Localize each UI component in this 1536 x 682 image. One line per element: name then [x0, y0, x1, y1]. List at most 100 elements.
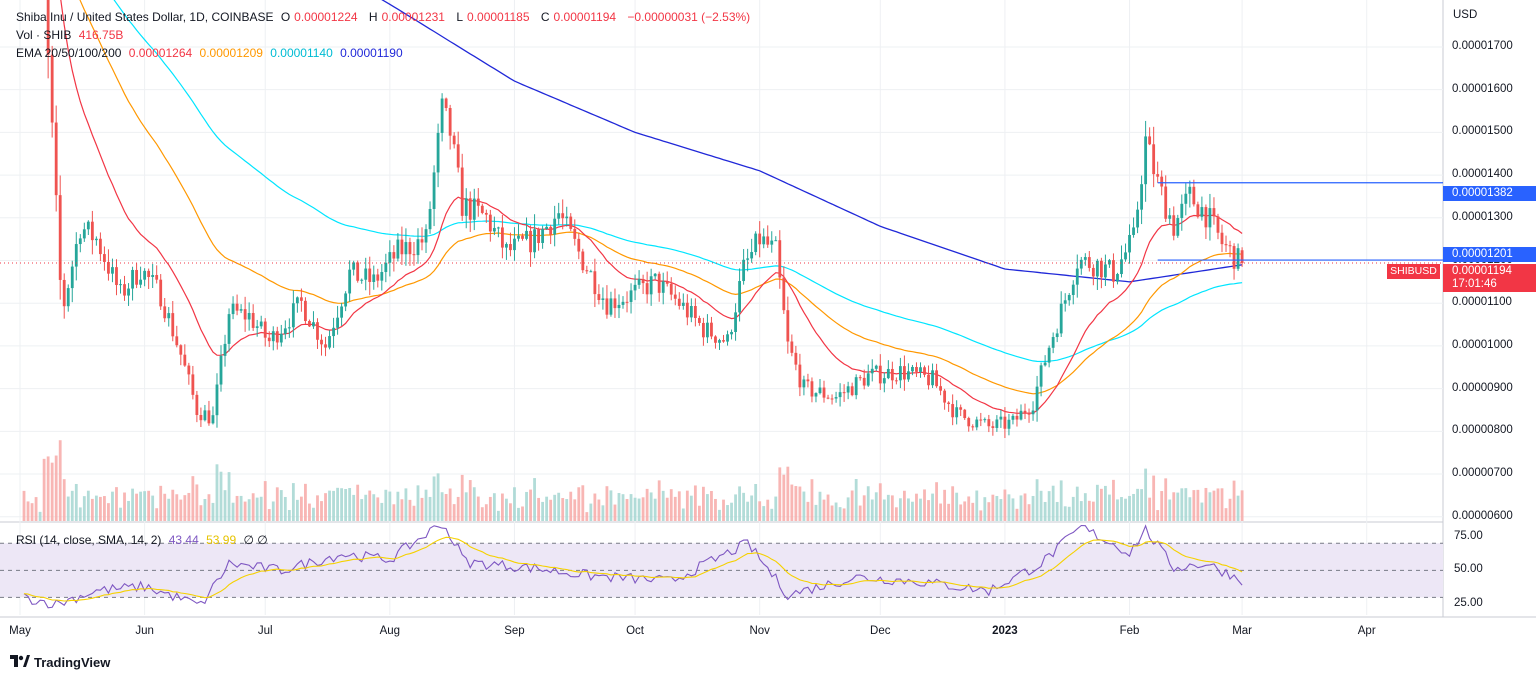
candle-body	[239, 309, 243, 311]
candle-body	[171, 313, 175, 337]
candle-body	[428, 208, 432, 230]
candle-body	[191, 374, 195, 395]
volume-bar	[951, 486, 955, 521]
volume-bar	[1047, 491, 1051, 521]
volume-bar	[171, 489, 175, 521]
volume-bar	[878, 483, 882, 521]
volume-bar	[480, 507, 484, 521]
volume-bar	[1180, 488, 1184, 521]
volume-bar	[605, 486, 609, 521]
candle-body	[1192, 186, 1196, 205]
volume-bar	[983, 497, 987, 521]
volume-bar	[86, 490, 90, 521]
candle-body	[581, 251, 585, 271]
volume-bar	[1160, 491, 1164, 521]
candle-body	[404, 242, 408, 255]
volume-bar	[1176, 492, 1180, 521]
candle-body	[90, 221, 94, 241]
candle-body	[496, 227, 500, 229]
price-tick-label: 0.00001700	[1452, 39, 1513, 52]
candle-body	[907, 371, 910, 380]
volume-bar	[400, 499, 404, 521]
volume-bar	[312, 507, 315, 521]
time-tick-label: May	[9, 625, 31, 637]
candle-body	[842, 392, 846, 394]
price-tick-label: 0.00000700	[1452, 467, 1513, 480]
volume-bar	[758, 501, 762, 521]
price-pane	[46, 0, 1244, 439]
candle-body	[641, 279, 645, 284]
candle-body	[898, 366, 902, 381]
candle-body	[368, 268, 372, 282]
candle-body	[653, 273, 657, 277]
candle-body	[1035, 386, 1039, 411]
candle-body	[46, 0, 50, 55]
ema100-value: 0.00001140	[270, 46, 333, 60]
volume-bar	[34, 497, 38, 521]
candle-body	[107, 261, 110, 274]
volume-bar	[778, 467, 782, 521]
price-tick-label: 0.00001600	[1452, 82, 1513, 95]
candle-body	[923, 367, 926, 375]
candle-body	[1232, 246, 1236, 269]
volume-bar	[235, 495, 239, 521]
candle-body	[754, 233, 758, 253]
volume-bar	[1212, 490, 1216, 521]
volume-bar	[1120, 497, 1123, 521]
candle-body	[726, 334, 729, 342]
volume-bar	[1188, 497, 1192, 521]
volume-bar	[1015, 508, 1019, 521]
candle-body	[219, 355, 223, 385]
volume-bar	[581, 485, 585, 521]
volume-bar	[1019, 495, 1023, 521]
candle-body	[758, 233, 762, 245]
time-tick-label: Aug	[379, 625, 401, 637]
candle-body	[541, 228, 545, 243]
candle-body	[324, 344, 327, 348]
candle-body	[617, 304, 621, 309]
volume-bar	[1027, 504, 1031, 521]
volume-bar	[1200, 502, 1204, 521]
tradingview-logo[interactable]: TradingView	[10, 655, 110, 670]
candle-body	[778, 240, 782, 278]
candle-body	[1176, 218, 1180, 236]
candle-body	[919, 367, 922, 372]
candle-body	[247, 312, 251, 320]
candle-body	[991, 426, 995, 428]
candle-body	[1112, 260, 1115, 282]
candle-body	[231, 303, 235, 315]
candle-body	[115, 267, 118, 286]
volume-bar	[750, 495, 754, 521]
candle-body	[396, 239, 400, 259]
volume-bar	[862, 495, 866, 521]
ema20-line	[60, 0, 1243, 414]
candle-body	[464, 198, 468, 216]
candle-body	[267, 337, 271, 342]
volume-bar	[74, 483, 78, 521]
volume-bar	[143, 491, 147, 521]
volume-bar	[633, 497, 637, 521]
candle-body	[66, 288, 70, 307]
volume-bar	[275, 487, 279, 521]
time-tick-label: Jun	[135, 625, 154, 637]
ohlc-close: C 0.00001194	[540, 10, 617, 24]
candle-body	[967, 418, 971, 427]
candle-body	[601, 298, 605, 300]
candle-body	[677, 298, 681, 306]
volume-bar	[46, 456, 50, 521]
volume-bar	[814, 504, 818, 521]
volume-bar	[207, 494, 211, 521]
time-tick-label: Apr	[1357, 625, 1376, 637]
volume-bar	[533, 478, 536, 521]
volume-bar	[203, 499, 207, 521]
volume-bar	[30, 503, 34, 521]
volume-bar	[66, 496, 70, 521]
volume-bar	[1128, 495, 1131, 521]
candle-body	[935, 370, 938, 387]
candle-body	[589, 271, 593, 273]
price-tick-label: 0.00001000	[1452, 338, 1513, 351]
candle-body	[1132, 227, 1135, 235]
candle-body	[183, 354, 187, 366]
candle-body	[215, 384, 219, 416]
